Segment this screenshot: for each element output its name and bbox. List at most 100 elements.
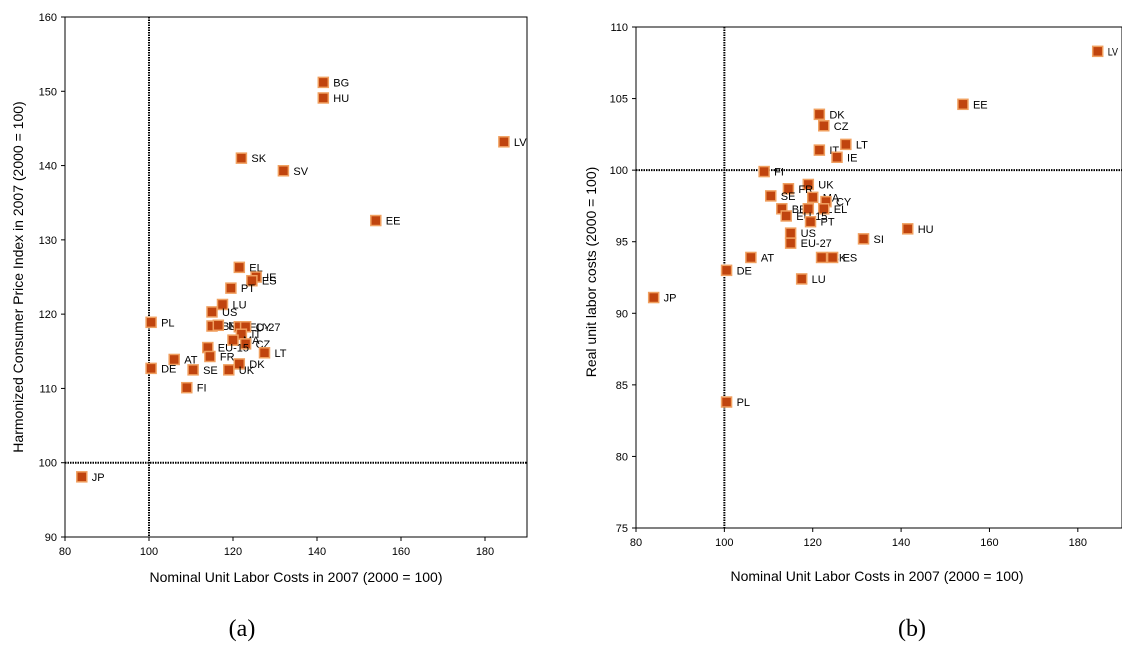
x-tick-label: 160 [392,546,410,558]
point-label-pt: PT [241,283,255,295]
data-point-de [145,362,157,375]
data-point-ma [227,334,239,346]
point-label-ie: IE [266,272,276,284]
y-tick-label: 150 [39,86,57,98]
y-ticks-b: 75 80 85 90 95 100 105 110 [610,22,636,535]
data-point-el [233,261,246,274]
point-label-lu: LU [812,274,826,286]
y-axis-title-a: Harmonized Consumer Price Index in 2007 … [10,101,26,452]
data-point-hu [901,223,914,235]
y-tick-label: 120 [39,309,57,321]
y-tick-label: 85 [616,380,628,392]
data-point-de [720,264,733,277]
data-point-jp [76,471,88,483]
point-label-cy: CY [256,322,272,334]
point-label-se: SE [203,365,218,377]
data-point-fr [782,183,795,195]
data-point-fi [758,165,770,178]
point-label-jp: JP [664,293,677,305]
y-tick-label: 75 [616,523,628,535]
data-point-lt [840,138,852,151]
data-point-us [206,306,218,318]
data-point-eu-15 [780,210,792,222]
data-point-pt [225,282,237,294]
y-tick-label: 110 [610,22,628,34]
y-axis-title-b: Real unit labor costs (2000 = 100) [583,167,599,378]
point-label-de: DE [161,363,176,375]
x-tick-label: 160 [980,537,998,549]
reference-lines-b [636,27,1122,528]
y-tick-label: 100 [610,165,628,177]
point-label-fr: FR [220,351,235,363]
data-point-nl [212,319,225,332]
point-label-it: IT [251,329,261,341]
data-point-dk [813,108,826,121]
point-label-hu: HU [918,224,934,236]
point-label-cy: CY [836,197,852,209]
point-label-dk: DK [249,359,265,371]
data-point-lt [258,347,271,359]
y-tick-label: 90 [616,308,628,320]
point-label-eu-27: EU-27 [249,322,280,334]
point-label-dk: DK [829,109,845,121]
point-label-us: US [801,228,816,240]
point-label-fi: FI [774,167,784,179]
y-tick-label: 105 [610,94,628,106]
data-point-lu [216,298,229,311]
point-label-uk: UK [239,365,255,377]
data-point-ie [831,151,843,164]
data-points-a: BGHULVSKSVEEELIEESPTLUUSPLBENLEU-27CYITM… [76,76,527,484]
y-tick-label: 140 [39,161,57,173]
x-ticks-b: 80 100 120 140 160 180 [630,528,1087,549]
y-tick-label: 130 [39,235,57,247]
y-tick-label: 110 [39,383,57,395]
point-label-it: IT [829,145,839,157]
data-point-dk [233,358,246,370]
data-point-us [784,227,797,239]
point-label-eu-15: EU-15 [218,343,249,355]
caption-b: (b) [898,616,926,642]
data-point-eu-27 [784,237,797,249]
data-point-es [826,251,839,264]
point-label-eu-27: EU-27 [801,238,832,250]
point-label-se: SE [781,191,796,203]
data-point-nl [802,203,815,215]
point-label-si: SI [874,234,884,246]
x-axis-title-a: Nominal Unit Labor Costs in 2007 (2000 =… [149,569,442,585]
reference-lines-a [65,17,527,537]
data-point-at [168,353,180,366]
point-label-lv: LV [514,137,527,149]
data-point-uk [802,178,815,191]
y-tick-label: 95 [616,237,628,249]
x-tick-label: 100 [140,546,158,558]
plot-area-b [635,26,1122,529]
x-tick-label: 80 [59,546,71,558]
point-label-fi: FI [197,383,207,395]
data-point-si [857,233,870,245]
y-tick-label: 100 [39,458,57,470]
point-label-bg: BG [333,77,349,89]
y-tick-label: 90 [45,532,57,544]
point-label-at: AT [761,252,775,264]
data-point-sv [277,165,290,177]
data-point-bg [317,76,330,89]
data-point-it [813,144,826,156]
data-point-pl [145,316,157,329]
data-point-ma [806,191,819,204]
scatter-panel-a: 80 100 120 140 160 180 90 100 110 120 130 140 150 16… [10,12,528,642]
data-point-es [246,274,258,287]
data-point-ee [370,214,382,227]
point-label-lu: LU [233,299,247,311]
data-point-pt [804,215,817,228]
point-label-pt: PT [821,217,835,229]
data-point-hu [317,92,330,104]
x-tick-label: 140 [308,546,326,558]
data-point-lv [498,136,510,148]
plot-area-a [64,16,528,538]
data-point-fi [181,381,193,394]
y-tick-label: 80 [616,451,628,463]
y-ticks-a: 90 100 110 120 130 140 150 160 [39,12,65,544]
point-label-es: ES [843,252,858,264]
data-point-ee [957,98,969,111]
